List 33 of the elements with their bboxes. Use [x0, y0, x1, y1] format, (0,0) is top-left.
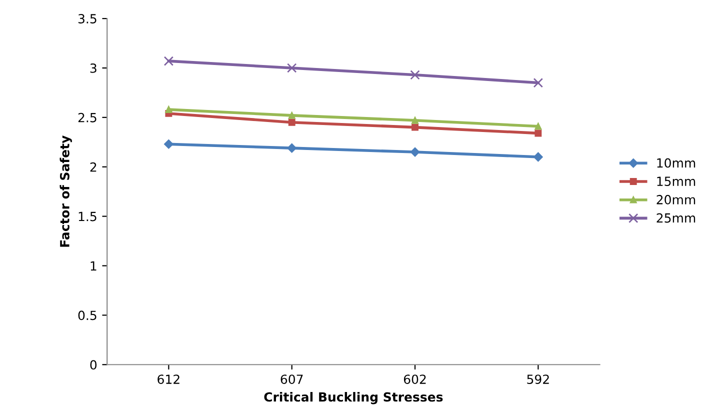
point: [164, 56, 174, 66]
legend-label: 20mm: [656, 194, 696, 204]
y-tick-label: 0: [90, 360, 97, 370]
x-tick-label: 612: [158, 374, 180, 384]
x-axis-title: Critical Buckling Stresses: [264, 392, 443, 404]
y-axis-title: Factor of Safety: [60, 136, 72, 247]
y-tick-label: 3: [90, 63, 96, 73]
y-tick-label: 2.5: [78, 112, 96, 122]
point: [410, 70, 420, 80]
point: [287, 143, 296, 153]
point: [410, 147, 420, 157]
point: [412, 116, 418, 124]
x-tick-label: 592: [527, 374, 549, 384]
legend-label: 15mm: [657, 176, 696, 186]
point: [164, 139, 174, 149]
legend-label: 25mm: [656, 213, 696, 223]
point: [165, 106, 172, 113]
x-tick-label: 602: [404, 374, 426, 384]
y-tick-label: 2: [90, 162, 96, 172]
legend-label: 10mm: [657, 158, 696, 168]
y-tick-label: 1: [90, 261, 96, 270]
point: [286, 63, 297, 73]
point: [534, 130, 542, 137]
point: [288, 112, 296, 119]
point: [412, 124, 418, 131]
x-tick-label: 607: [280, 374, 303, 384]
point: [533, 78, 544, 88]
y-tick-label: 1.5: [78, 212, 96, 222]
y-tick-label: 0.5: [78, 310, 96, 320]
point: [534, 152, 543, 162]
y-tick-label: 3.5: [78, 14, 96, 24]
point: [534, 122, 542, 130]
point: [288, 118, 296, 126]
